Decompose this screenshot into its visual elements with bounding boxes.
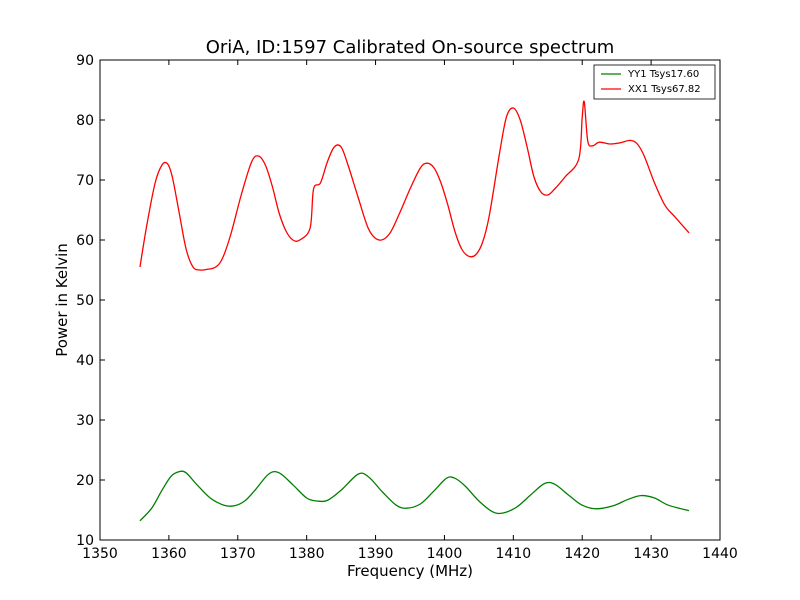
chart-title: OriA, ID:1597 Calibrated On-source spect… [206, 37, 615, 58]
x-axis-label: Frequency (MHz) [347, 562, 473, 580]
x-tick-label: 1390 [358, 546, 394, 562]
y-tick-label: 80 [76, 113, 94, 129]
x-tick-label: 1350 [82, 546, 118, 562]
legend-label-yy1: YY1 Tsys17.60 [627, 69, 699, 80]
y-tick-label: 40 [76, 353, 94, 369]
x-tick-label: 1410 [496, 546, 532, 562]
x-tick-label: 1440 [702, 546, 738, 562]
x-tick-label: 1360 [151, 546, 187, 562]
y-tick-label: 60 [76, 233, 94, 249]
x-tick-label: 1400 [427, 546, 463, 562]
x-tick-label: 1420 [564, 546, 600, 562]
x-tick-label: 1380 [289, 546, 325, 562]
axis-ticks: 1350 1360 1370 1380 1390 1400 1410 1420 1430 1440… [76, 53, 738, 562]
x-tick-label: 1430 [633, 546, 669, 562]
series-line-xx1 [139, 100, 690, 271]
legend-box [593, 64, 716, 100]
y-tick-label: 10 [76, 533, 94, 549]
y-tick-label: 30 [76, 413, 94, 429]
series-lines [139, 100, 690, 522]
y-axis-label: Power in Kelvin [53, 243, 71, 357]
x-tick-label: 1370 [220, 546, 256, 562]
series-line-yy1 [139, 470, 690, 522]
plot-frame [99, 59, 721, 541]
legend: YY1 Tsys17.60 XX1 Tsys67.82 [593, 64, 716, 100]
y-tick-label: 90 [76, 53, 94, 69]
y-tick-label: 50 [76, 293, 94, 309]
y-tick-label: 70 [76, 173, 94, 189]
y-tick-label: 20 [76, 473, 94, 489]
legend-label-xx1: XX1 Tsys67.82 [628, 84, 701, 95]
